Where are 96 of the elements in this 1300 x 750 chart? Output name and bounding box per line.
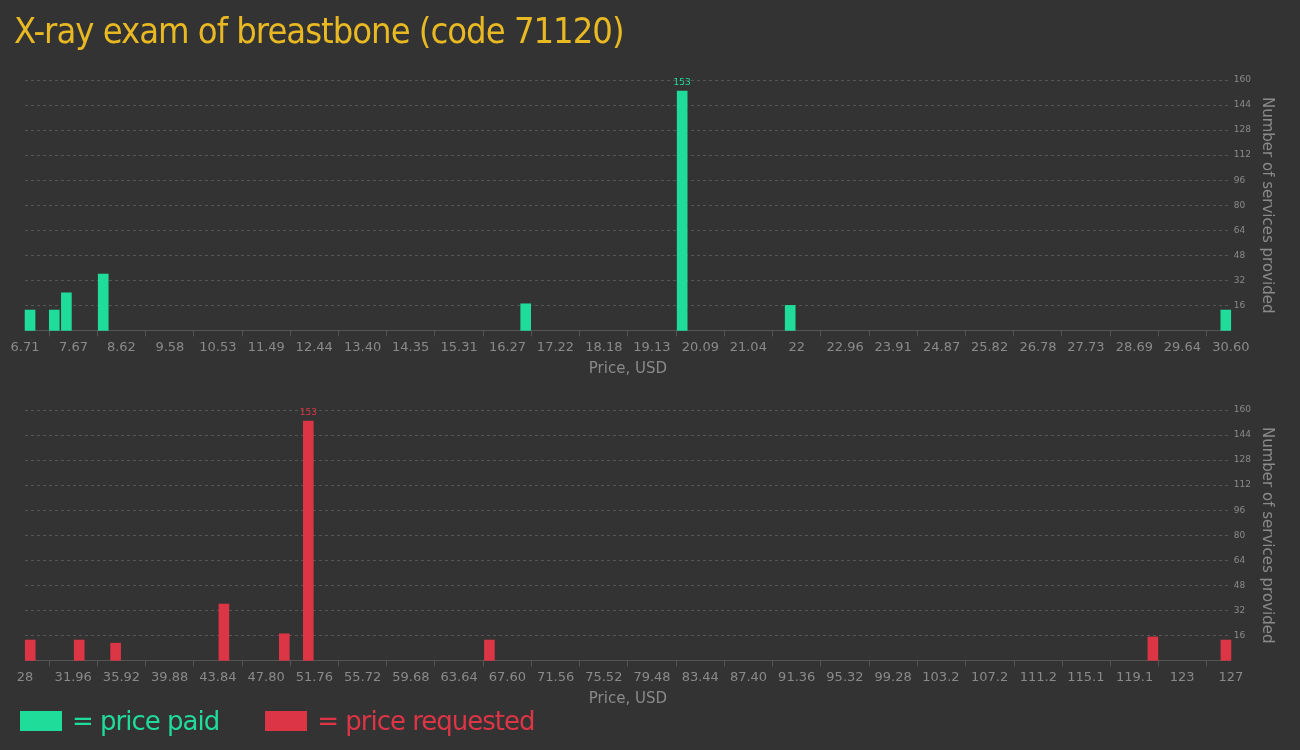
y-tick-label: 96 — [1233, 504, 1246, 515]
y-tick-label: 64 — [1233, 554, 1246, 565]
x-tick-label: 107.2 — [971, 668, 1009, 684]
x-axis-title: Price, USD — [588, 358, 667, 377]
chart-title: X-ray exam of breastbone (code 71120) — [14, 10, 624, 51]
x-tick-label: 26.78 — [1019, 338, 1057, 354]
y-tick-label: 128 — [1233, 124, 1252, 135]
y-axis-title: Number of services provided — [1259, 426, 1278, 644]
x-tick-label: 47.80 — [247, 668, 285, 684]
y-tick-label: 112 — [1233, 479, 1252, 490]
y-tick-label: 144 — [1233, 429, 1252, 440]
x-tick-label: 119.1 — [1115, 668, 1154, 684]
data-label: 153 — [299, 406, 317, 417]
y-tick-label: 48 — [1233, 579, 1246, 590]
y-tick-label: 128 — [1233, 454, 1252, 465]
x-tick-label: 115.1 — [1067, 668, 1105, 684]
x-tick-label: 12.44 — [295, 338, 333, 354]
y-tick-label: 80 — [1233, 199, 1246, 210]
x-tick-label: 51.76 — [295, 668, 334, 684]
x-tick-label: 19.13 — [633, 338, 671, 354]
x-tick-label: 127 — [1218, 668, 1244, 684]
x-tick-label: 24.87 — [923, 338, 961, 354]
x-tick-label: 111.2 — [1019, 668, 1057, 684]
x-tick-label: 7.67 — [58, 338, 88, 354]
x-tick-label: 43.84 — [199, 668, 237, 684]
y-tick-label: 16 — [1233, 299, 1246, 310]
x-tick-label: 6.71 — [10, 338, 40, 354]
x-tick-label: 31.96 — [54, 668, 92, 684]
y-axis-title: Number of services provided — [1259, 96, 1278, 314]
x-tick-label: 30.60 — [1212, 338, 1250, 354]
y-tick-label: 48 — [1233, 249, 1246, 260]
y-tick-label: 96 — [1233, 174, 1246, 185]
x-tick-label: 95.32 — [826, 668, 864, 684]
x-tick-label: 91.36 — [778, 668, 816, 684]
x-tick-label: 14.35 — [392, 338, 430, 354]
x-tick-label: 13.40 — [344, 338, 382, 354]
x-tick-label: 75.52 — [585, 668, 623, 684]
bar — [1220, 639, 1232, 661]
x-tick-label: 123 — [1169, 668, 1195, 684]
x-tick-label: 27.73 — [1067, 338, 1105, 354]
bar — [278, 633, 290, 661]
x-tick-label: 63.64 — [440, 668, 478, 684]
x-tick-label: 28 — [16, 668, 34, 684]
bar — [484, 639, 495, 661]
x-tick-label: 67.60 — [488, 668, 526, 684]
x-tick-label: 103.2 — [922, 668, 960, 684]
x-tick-label: 59.68 — [392, 668, 430, 684]
x-tick-label: 15.31 — [440, 338, 478, 354]
bar — [97, 273, 109, 331]
x-tick-label: 55.72 — [344, 668, 382, 684]
x-tick-label: 10.53 — [199, 338, 237, 354]
x-tick-label: 87.40 — [729, 668, 768, 684]
bar — [218, 603, 230, 661]
x-tick-label: 79.48 — [633, 668, 671, 684]
y-tick-label: 32 — [1233, 274, 1246, 285]
x-tick-label: 9.58 — [155, 338, 185, 354]
bar — [520, 303, 532, 331]
x-tick-label: 22 — [788, 338, 806, 354]
x-tick-label: 71.56 — [536, 668, 575, 684]
x-tick-label: 8.62 — [106, 338, 136, 354]
bar — [73, 639, 85, 661]
x-tick-label: 25.82 — [970, 338, 1009, 354]
x-tick-label: 99.28 — [874, 668, 912, 684]
x-tick-label: 20.09 — [681, 338, 719, 354]
x-tick-label: 18.18 — [585, 338, 623, 354]
x-tick-label: 22.96 — [826, 338, 864, 354]
bar — [110, 642, 121, 661]
y-tick-label: 64 — [1233, 224, 1246, 235]
y-tick-label: 160 — [1233, 74, 1252, 85]
bar — [1147, 636, 1159, 661]
bar — [784, 305, 796, 331]
bar — [676, 90, 688, 331]
data-label: 153 — [673, 76, 691, 87]
x-tick-label: 39.88 — [151, 668, 189, 684]
y-tick-label: 16 — [1233, 629, 1246, 640]
bar — [1220, 309, 1232, 331]
y-tick-label: 80 — [1233, 529, 1246, 540]
y-tick-label: 160 — [1233, 404, 1252, 415]
x-tick-label: 35.92 — [102, 668, 141, 684]
x-tick-label: 29.64 — [1163, 338, 1201, 354]
y-tick-label: 112 — [1233, 149, 1252, 160]
x-tick-label: 23.91 — [874, 338, 912, 354]
x-tick-label: 16.27 — [488, 338, 527, 354]
legend-label: = price requested — [317, 706, 535, 736]
bar — [302, 420, 314, 661]
x-tick-label: 21.04 — [729, 338, 767, 354]
bar — [24, 639, 36, 661]
x-tick-label: 83.44 — [681, 668, 719, 684]
x-tick-label: 17.22 — [536, 338, 575, 354]
x-axis-title: Price, USD — [588, 688, 667, 707]
x-tick-label: 11.49 — [247, 338, 285, 354]
x-tick-label: 28.69 — [1115, 338, 1154, 354]
bar — [24, 309, 36, 331]
y-tick-label: 32 — [1233, 604, 1246, 615]
y-tick-label: 144 — [1233, 99, 1252, 110]
legend-label: = price paid — [72, 706, 220, 736]
